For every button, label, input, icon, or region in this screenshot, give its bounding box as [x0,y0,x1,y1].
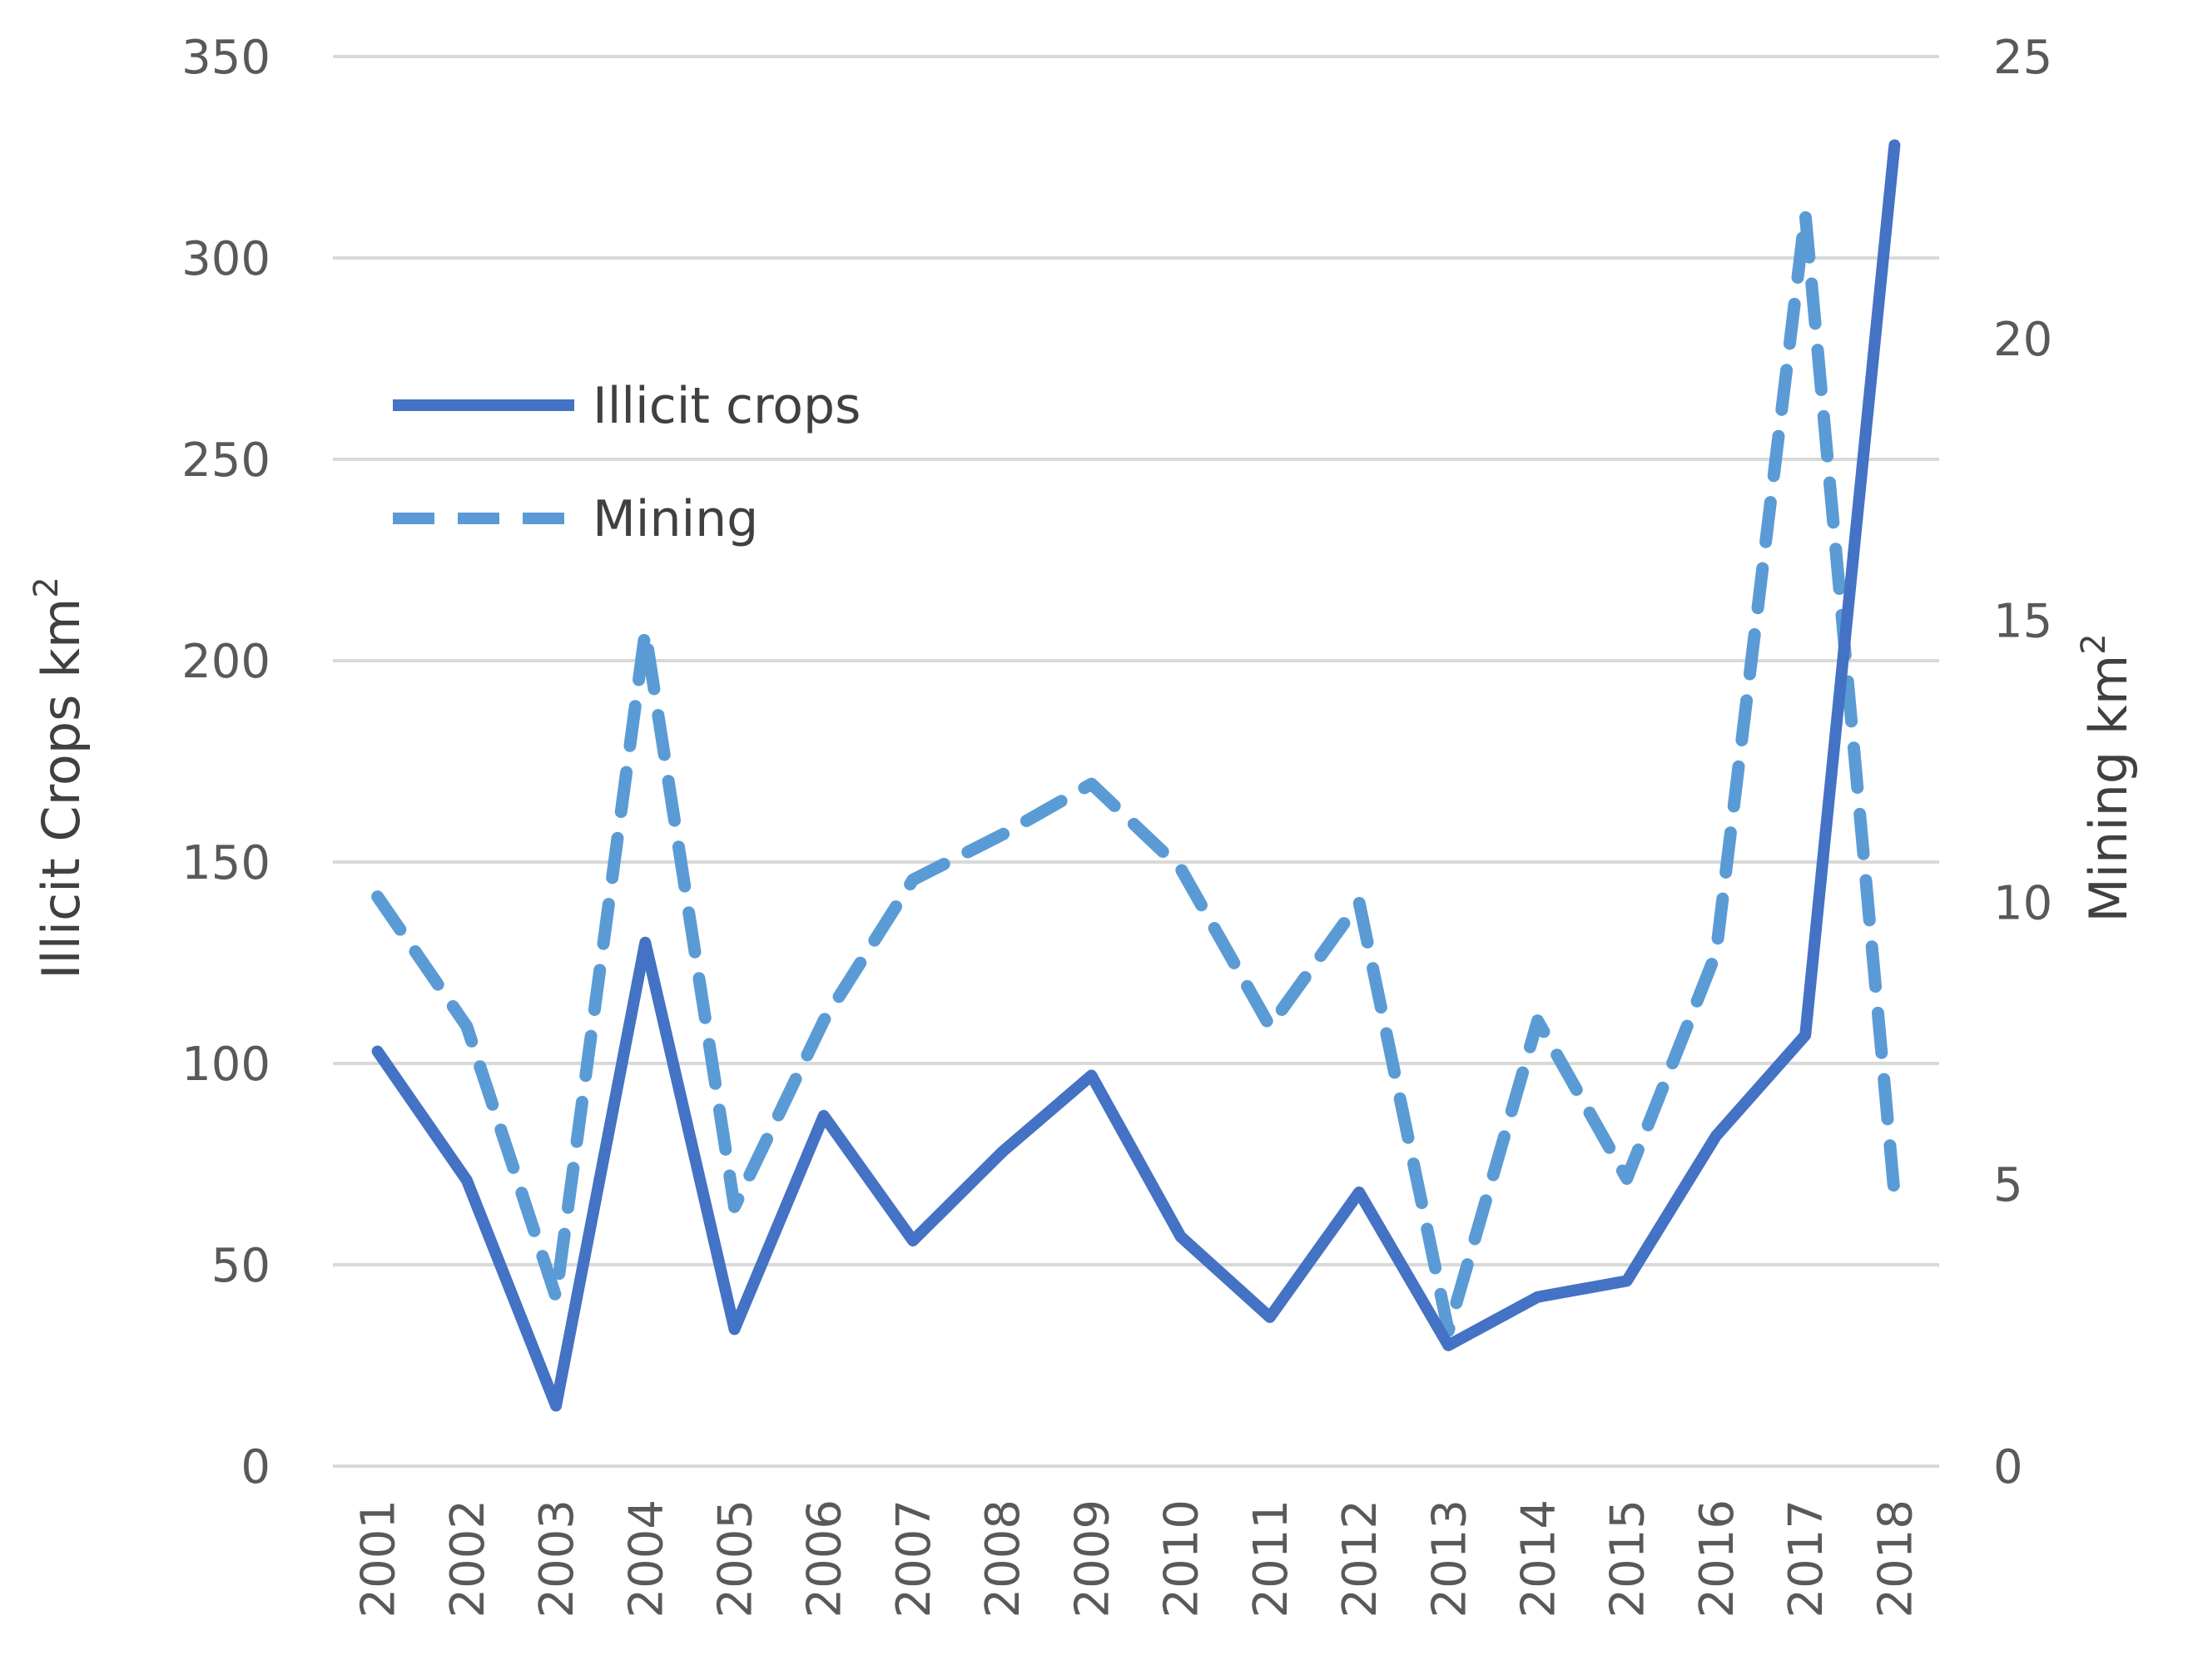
x-tick-label: 2006 [798,1499,852,1618]
right-tick-label: 20 [1993,313,2052,367]
x-tick-label: 2017 [1779,1499,1833,1618]
x-tick-label: 2003 [530,1499,584,1618]
x-tick-label: 2004 [619,1499,673,1618]
left-axis-ticks: 0 50 100 150 200 250 300 350 [181,31,270,1494]
x-tick-label: 2010 [1155,1499,1209,1618]
x-tick-label: 2014 [1512,1499,1566,1618]
gridlines [333,55,1939,1468]
x-tick-label: 2012 [1333,1499,1387,1618]
right-tick-label: 0 [1993,1440,2023,1494]
left-tick-label: 150 [181,836,270,890]
x-axis-ticks: 2001 2002 2003 2004 2005 2006 2007 2008 2009 2010… [352,1499,1923,1618]
x-tick-label: 2001 [352,1499,406,1618]
series-layer [371,139,1901,1412]
right-tick-label: 10 [1993,876,2052,930]
x-tick-label: 2015 [1601,1499,1655,1618]
x-tick-label: 2008 [976,1499,1030,1618]
left-tick-label: 300 [181,232,270,286]
x-tick-label: 2013 [1422,1499,1476,1618]
series-line-mining [371,208,1901,1337]
left-tick-label: 250 [181,434,270,488]
x-tick-label: 2007 [887,1499,941,1618]
x-tick-label: 2009 [1065,1499,1119,1618]
right-tick-label: 25 [1993,31,2052,85]
legend-label-mining: Mining [593,490,758,548]
legend: Illicit crops Mining [393,377,861,548]
left-tick-label: 200 [181,635,270,689]
series-line-illicit-crops [371,139,1901,1412]
right-axis-title: Mining km2 [2075,633,2139,922]
left-tick-label: 0 [241,1440,270,1494]
x-tick-label: 2018 [1868,1499,1923,1618]
left-tick-label: 50 [211,1239,270,1293]
left-tick-label: 350 [181,31,270,85]
x-tick-label: 2002 [441,1499,495,1618]
right-axis-ticks: 0 5 10 15 20 25 [1993,31,2052,1494]
x-tick-label: 2011 [1244,1499,1298,1618]
right-tick-label: 5 [1993,1158,2023,1212]
x-tick-label: 2016 [1690,1499,1744,1618]
x-tick-label: 2005 [709,1499,763,1618]
left-axis-title: Illicit Crops km2 [27,577,92,979]
left-tick-label: 100 [181,1038,270,1092]
right-tick-label: 15 [1993,595,2052,649]
legend-label-illicit-crops: Illicit crops [593,377,861,435]
